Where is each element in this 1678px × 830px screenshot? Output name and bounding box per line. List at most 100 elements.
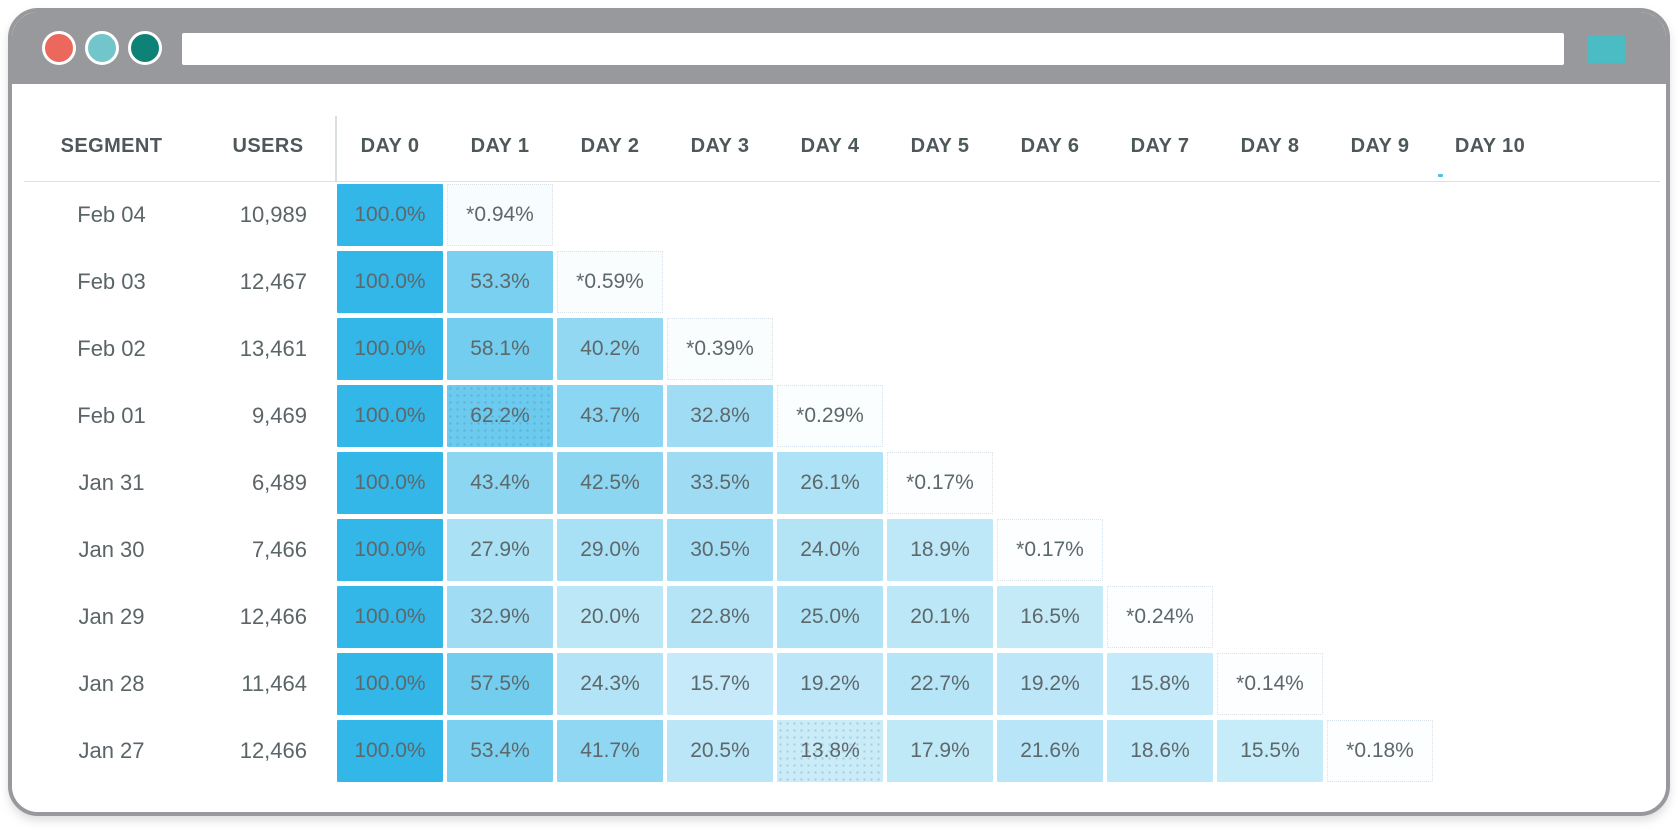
retention-cell[interactable]: 25.0% [777, 586, 883, 648]
retention-cell[interactable]: 18.6% [1107, 720, 1213, 782]
column-header-day-2: DAY 2 [580, 134, 640, 157]
table-body: Feb 04 10,989 100.0% *0.94% Feb 03 12,467 100.… [24, 184, 1543, 787]
retention-cell[interactable]: 15.8% [1107, 653, 1213, 715]
retention-cell[interactable]: *0.39% [667, 318, 773, 380]
users-count: 11,464 [241, 671, 307, 696]
retention-cell[interactable]: 24.3% [557, 653, 663, 715]
header-column-divider [335, 116, 337, 181]
retention-cell[interactable]: 100.0% [337, 519, 443, 581]
url-bar-input[interactable] [182, 33, 1564, 65]
minimize-button[interactable] [85, 31, 119, 65]
segment-date: Jan 27 [78, 738, 145, 763]
retention-cell[interactable]: 62.2% [447, 385, 553, 447]
retention-cell[interactable]: *0.14% [1217, 653, 1323, 715]
retention-cell[interactable]: 16.5% [997, 586, 1103, 648]
fullscreen-button[interactable] [128, 31, 162, 65]
column-header-day-0: DAY 0 [360, 134, 420, 157]
retention-cell[interactable]: 26.1% [777, 452, 883, 514]
column-header-day-6: DAY 6 [1020, 134, 1080, 157]
segment-date: Jan 29 [78, 604, 145, 629]
users-count: 6,489 [251, 470, 307, 495]
retention-cell[interactable]: 22.8% [667, 586, 773, 648]
header-underline [24, 181, 1660, 182]
cohort-row: Feb 02 13,461 100.0% 58.1% 40.2% *0.39% [24, 318, 1543, 380]
column-header-day-9: DAY 9 [1350, 134, 1410, 157]
cohort-row: Jan 31 6,489 100.0% 43.4% 42.5% 33.5% 26.1% *0.… [24, 452, 1543, 514]
retention-cell[interactable]: 100.0% [337, 586, 443, 648]
users-count: 7,466 [251, 537, 307, 562]
close-button[interactable] [42, 31, 76, 65]
cohort-row: Jan 29 12,466 100.0% 32.9% 20.0% 22.8% 25.0% 20… [24, 586, 1543, 648]
browser-action-button[interactable] [1588, 36, 1625, 63]
retention-cell[interactable]: 100.0% [337, 251, 443, 313]
column-header-users: USERS [232, 134, 304, 157]
retention-cell[interactable]: 58.1% [447, 318, 553, 380]
retention-cell[interactable]: 20.5% [667, 720, 773, 782]
browser-window: SEGMENT USERS DAY 0 DAY 1 DAY 2 DAY 3 DAY 4 DAY… [8, 8, 1670, 816]
retention-cell[interactable]: 43.7% [557, 385, 663, 447]
column-header-day-4: DAY 4 [800, 134, 860, 157]
retention-cell[interactable]: 17.9% [887, 720, 993, 782]
retention-cell[interactable]: 53.3% [447, 251, 553, 313]
cohort-row: Feb 03 12,467 100.0% 53.3% *0.59% [24, 251, 1543, 313]
retention-cell[interactable]: 41.7% [557, 720, 663, 782]
retention-cell[interactable]: *0.17% [887, 452, 993, 514]
retention-cell[interactable]: 13.8% [777, 720, 883, 782]
retention-cell[interactable]: 15.7% [667, 653, 773, 715]
cohort-row: Jan 27 12,466 100.0% 53.4% 41.7% 20.5% 13.8% 17… [24, 720, 1543, 782]
column-header-day-8: DAY 8 [1240, 134, 1300, 157]
retention-cell[interactable]: 32.9% [447, 586, 553, 648]
retention-cell[interactable]: *0.24% [1107, 586, 1213, 648]
segment-date: Jan 31 [78, 470, 145, 495]
retention-cell[interactable]: 100.0% [337, 653, 443, 715]
retention-cell[interactable]: *0.94% [447, 184, 553, 246]
retention-cell[interactable]: 53.4% [447, 720, 553, 782]
retention-cell[interactable]: *0.18% [1327, 720, 1433, 782]
retention-cell[interactable]: *0.59% [557, 251, 663, 313]
retention-cell[interactable]: 33.5% [667, 452, 773, 514]
page-content: SEGMENT USERS DAY 0 DAY 1 DAY 2 DAY 3 DAY 4 DAY… [12, 84, 1666, 812]
retention-cell[interactable]: 21.6% [997, 720, 1103, 782]
users-count: 12,467 [239, 269, 307, 294]
segment-date: Feb 04 [77, 202, 146, 227]
retention-cell[interactable]: 22.7% [887, 653, 993, 715]
segment-date: Feb 03 [77, 269, 146, 294]
retention-cell[interactable]: 100.0% [337, 318, 443, 380]
column-header-day-7: DAY 7 [1130, 134, 1190, 157]
retention-cell[interactable]: 100.0% [337, 720, 443, 782]
retention-cell[interactable]: 100.0% [337, 184, 443, 246]
column-header-day-5: DAY 5 [910, 134, 970, 157]
retention-cell[interactable]: 18.9% [887, 519, 993, 581]
retention-cell[interactable]: 19.2% [777, 653, 883, 715]
retention-cell[interactable]: 19.2% [997, 653, 1103, 715]
retention-cell[interactable]: 20.1% [887, 586, 993, 648]
segment-date: Feb 02 [77, 336, 146, 361]
table-header-row: SEGMENT USERS DAY 0 DAY 1 DAY 2 DAY 3 DAY 4 DAY… [24, 111, 1543, 181]
retention-cell[interactable]: 15.5% [1217, 720, 1323, 782]
column-header-segment: SEGMENT [60, 134, 163, 157]
retention-cell[interactable]: 40.2% [557, 318, 663, 380]
retention-cell[interactable]: 100.0% [337, 385, 443, 447]
column-header-day-1: DAY 1 [470, 134, 530, 157]
cohort-row: Feb 04 10,989 100.0% *0.94% [24, 184, 1543, 246]
stray-pixel-artifact [1438, 174, 1443, 177]
segment-date: Jan 30 [78, 537, 145, 562]
column-header-day-3: DAY 3 [690, 134, 750, 157]
retention-cell[interactable]: 29.0% [557, 519, 663, 581]
retention-cell[interactable]: 43.4% [447, 452, 553, 514]
column-header-day-10: DAY 10 [1454, 134, 1526, 157]
segment-date: Feb 01 [77, 403, 146, 428]
retention-cell[interactable]: 57.5% [447, 653, 553, 715]
retention-cell[interactable]: 42.5% [557, 452, 663, 514]
retention-cell[interactable]: 20.0% [557, 586, 663, 648]
retention-cell[interactable]: 24.0% [777, 519, 883, 581]
segment-date: Jan 28 [78, 671, 145, 696]
retention-cell[interactable]: *0.29% [777, 385, 883, 447]
retention-cell[interactable]: 30.5% [667, 519, 773, 581]
users-count: 12,466 [239, 604, 307, 629]
retention-cell[interactable]: *0.17% [997, 519, 1103, 581]
retention-cell[interactable]: 32.8% [667, 385, 773, 447]
users-count: 12,466 [239, 738, 307, 763]
retention-cell[interactable]: 27.9% [447, 519, 553, 581]
retention-cell[interactable]: 100.0% [337, 452, 443, 514]
